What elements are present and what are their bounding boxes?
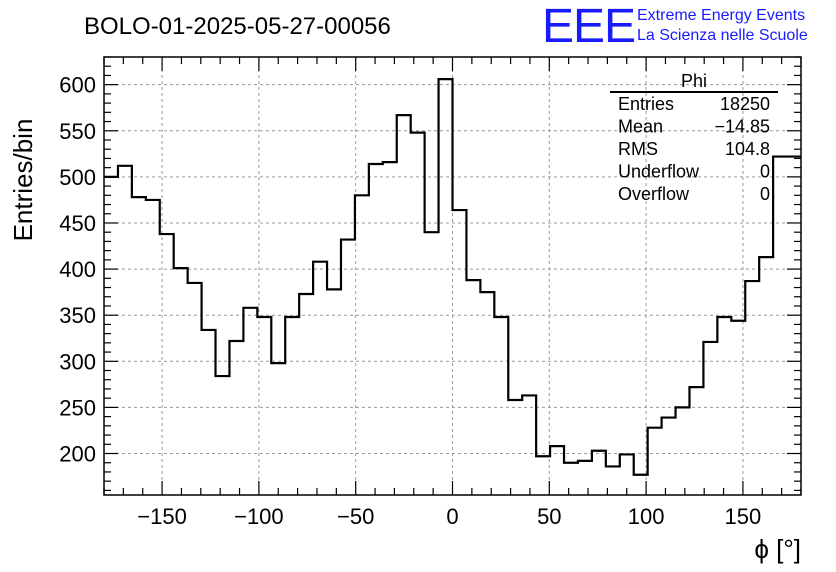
histogram-bin [174, 268, 188, 495]
histogram-bin [480, 292, 494, 495]
histogram-bin [466, 280, 480, 495]
histogram-bin [494, 317, 508, 495]
histogram-bin [299, 294, 313, 495]
histogram-bin [369, 164, 383, 495]
stats-row-value: 18250 [720, 94, 770, 114]
histogram-bin [662, 418, 676, 495]
histogram-bin [717, 317, 731, 495]
histogram-series [104, 78, 801, 495]
histogram-bin [243, 308, 257, 495]
eee-logo: EEE [542, 0, 635, 53]
axis-ticks [103, 56, 802, 495]
histogram-bin [397, 115, 411, 495]
histogram-bin [703, 342, 717, 495]
histogram-bin [759, 257, 773, 495]
eee-logo-line1: Extreme Energy Events [637, 7, 805, 24]
stats-row-value: 0 [760, 184, 770, 204]
histogram-bin [564, 463, 578, 495]
histogram-bin [229, 341, 243, 495]
histogram-bin [425, 232, 439, 495]
stats-row-label: RMS [618, 139, 658, 159]
stats-row-label: Entries [618, 94, 674, 114]
histogram-bin [731, 321, 745, 495]
stats-row-value: −14.85 [714, 117, 770, 137]
y-tick-label: 300 [59, 349, 96, 374]
y-tick-label: 450 [59, 211, 96, 236]
x-tick-label: 150 [725, 504, 762, 529]
stats-row-label: Underflow [618, 162, 700, 182]
x-tick-label: 100 [628, 504, 665, 529]
y-tick-label: 350 [59, 303, 96, 328]
histogram-bin [160, 234, 174, 495]
histogram-bin [118, 166, 132, 495]
histogram-bin [383, 162, 397, 495]
x-tick-label: 50 [537, 504, 561, 529]
histogram-bin [216, 376, 230, 495]
histogram-bin [522, 395, 536, 495]
x-tick-label: −150 [137, 504, 187, 529]
histogram-bin [104, 177, 118, 495]
histogram-bin [327, 289, 341, 495]
y-tick-label: 200 [59, 442, 96, 467]
stats-row-label: Mean [618, 117, 663, 137]
histogram-bin [592, 451, 606, 495]
stats-row-label: Overflow [618, 184, 690, 204]
x-axis-label: ϕ [°] [754, 534, 801, 564]
histogram-bin [341, 240, 355, 495]
x-tick-labels: −150 −100 −50 0 50 100 150 [137, 504, 761, 529]
y-tick-labels: 200 250 300 350 400 450 500 550 600 [59, 73, 96, 467]
histogram-bin [648, 428, 662, 495]
histogram-bin [257, 317, 271, 495]
histogram-bin [508, 400, 522, 495]
histogram-outline [104, 78, 801, 476]
y-tick-label: 400 [59, 257, 96, 282]
y-tick-label: 250 [59, 395, 96, 420]
stats-row-value: 0 [760, 162, 770, 182]
histogram-bin [188, 283, 202, 495]
histogram-bin [411, 133, 425, 495]
x-tick-label: 0 [446, 504, 458, 529]
histogram-bin [271, 363, 285, 495]
histogram-bin [355, 195, 369, 495]
histogram-bin [146, 200, 160, 495]
stats-row-value: 104.8 [725, 139, 770, 159]
histogram-bin [745, 281, 759, 495]
histogram-bin [773, 157, 787, 495]
y-tick-label: 600 [59, 73, 96, 98]
stats-box-name: Phi [681, 71, 707, 91]
y-tick-label: 500 [59, 165, 96, 190]
y-axis-label: Entries/bin [8, 119, 38, 242]
histogram-bin [313, 262, 327, 495]
histogram-bin [132, 197, 146, 495]
stats-box: Phi Entries 18250 Mean −14.85 RMS 104.8 Underf… [610, 71, 778, 204]
chart-title: BOLO-01-2025-05-27-00056 [84, 13, 391, 40]
histogram-bin [285, 317, 299, 495]
histogram-bin [536, 456, 550, 495]
eee-logo-line2: La Scienza nelle Scuole [637, 27, 808, 44]
x-tick-label: −100 [234, 504, 284, 529]
histogram-bin [578, 461, 592, 495]
histogram-bin [550, 446, 564, 495]
histogram-bin [676, 407, 690, 495]
histogram-bin [202, 330, 216, 495]
histogram-bin [439, 79, 453, 495]
x-tick-label: −50 [337, 504, 374, 529]
histogram-bin [453, 210, 467, 495]
histogram-bin [689, 387, 703, 495]
y-tick-label: 550 [59, 119, 96, 144]
